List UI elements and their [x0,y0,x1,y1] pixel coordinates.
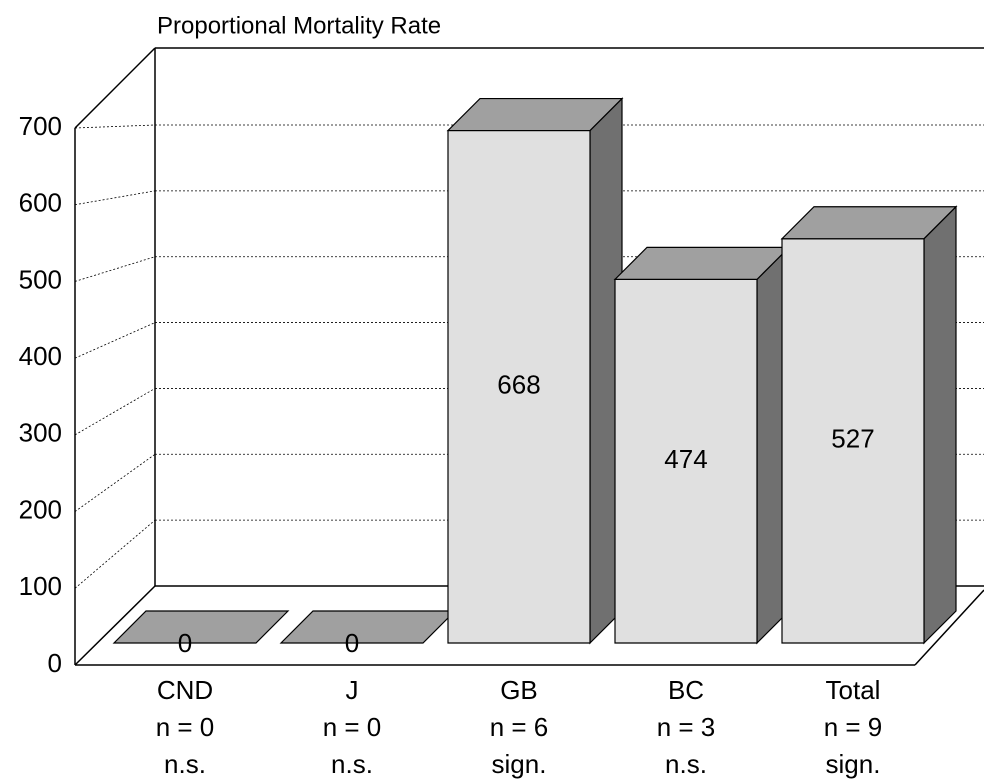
side-grid-line [74,519,156,589]
y-tick-label: 600 [19,188,62,218]
bar [446,97,624,645]
side-grid-line [74,453,156,512]
y-tick-label: 700 [19,111,62,141]
x-tick-label: n = 0 [323,712,382,742]
chart-title: Proportional Mortality Rate [157,12,441,39]
x-tick-label: J [346,675,359,705]
x-tick-label: Total [826,675,881,705]
x-tick-label: n = 0 [156,712,215,742]
x-tick-label: BC [668,675,704,705]
x-tick-label: GB [500,675,538,705]
side-grid-line [74,322,156,359]
y-tick-label: 100 [19,571,62,601]
bar [279,610,457,644]
x-tick-label: n.s. [665,749,707,779]
x-tick-label: n = 3 [657,712,716,742]
x-tick-label: n.s. [164,749,206,779]
bar-top [780,206,958,240]
y-tick-label: 500 [19,264,62,294]
value-label: 0 [178,628,192,658]
side-grid-line [74,256,156,282]
side-grid-line [74,190,156,206]
value-label: 668 [497,370,540,400]
x-tick-label: n.s. [331,749,373,779]
bar [112,610,290,644]
x-tick-label: CND [157,675,213,705]
bar [613,245,791,645]
bar-top [446,97,624,132]
x-tick-label: sign. [826,749,881,779]
y-tick-label: 400 [19,341,62,371]
x-tick-label: n = 6 [490,712,549,742]
y-tick-label: 200 [19,494,62,524]
bar-top [112,610,290,644]
bar-top [279,610,457,644]
side-grid-line [74,124,156,129]
value-label: 527 [831,424,874,454]
x-tick-label: sign. [492,749,547,779]
y-tick-label: 0 [48,648,62,678]
value-label: 0 [345,628,359,658]
bar-side [923,205,957,645]
x-tick-label: n = 9 [824,712,883,742]
bar [780,205,958,645]
side-grid-line [74,388,156,436]
y-tick-label: 300 [19,418,62,448]
value-label: 474 [664,444,707,474]
